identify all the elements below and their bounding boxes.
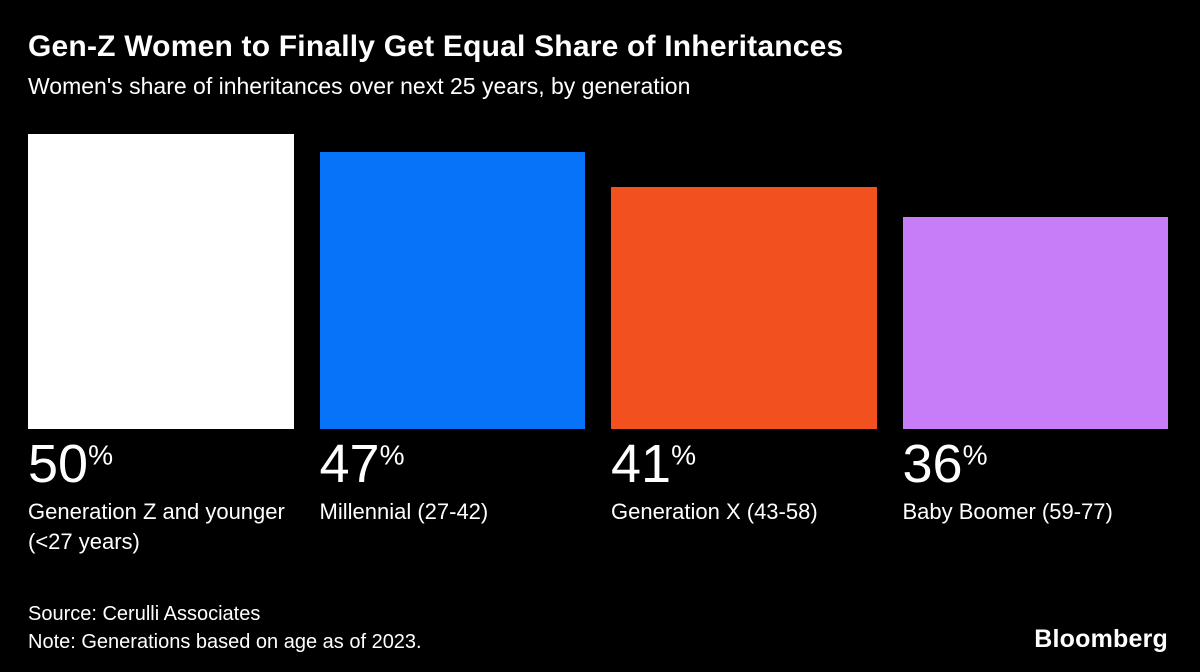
bar-column-genz: 50% Generation Z and younger (<27 years) <box>28 134 294 556</box>
percent-sign: % <box>671 439 697 471</box>
percent-sign: % <box>962 439 988 471</box>
bar-label-millennial: Millennial (27-42) <box>319 499 489 525</box>
bar-column-genx: 41% Generation X (43-58) <box>611 134 877 556</box>
bar-genz <box>28 134 294 430</box>
bar-column-boomer: 36% Baby Boomer (59-77) <box>902 134 1169 556</box>
footer: Source: Cerulli Associates Note: Generat… <box>28 600 1168 656</box>
bar-label-boomer: Baby Boomer (59-77) <box>902 499 1113 525</box>
bar-area <box>28 134 294 430</box>
bar-value-millennial: 47% <box>320 437 586 491</box>
bar-value-genz: 50% <box>28 437 294 491</box>
chart-subtitle: Women's share of inheritances over next … <box>28 72 691 99</box>
value-number: 36 <box>902 434 963 495</box>
value-number: 50 <box>28 434 89 495</box>
chart-title: Gen-Z Women to Finally Get Equal Share o… <box>28 30 844 63</box>
bar-millennial <box>319 151 585 430</box>
bar-label-genz: Generation Z and younger (<27 years) <box>28 499 285 554</box>
bar-area <box>611 134 877 430</box>
bar-boomer <box>902 216 1168 430</box>
footnotes: Source: Cerulli Associates Note: Generat… <box>28 600 422 656</box>
bar-column-millennial: 47% Millennial (27-42) <box>319 134 586 556</box>
percent-sign: % <box>88 439 114 471</box>
bloomberg-wordmark: Bloomberg <box>1034 625 1168 653</box>
source-line: Source: Cerulli Associates <box>28 603 261 625</box>
bar-genx <box>611 187 877 430</box>
bar-area <box>319 134 585 430</box>
value-number: 41 <box>611 434 672 495</box>
bar-label-genx: Generation X (43-58) <box>611 499 818 525</box>
value-number: 47 <box>319 434 380 495</box>
note-line: Note: Generations based on age as of 202… <box>28 631 422 653</box>
bar-chart: 50% Generation Z and younger (<27 years)… <box>28 134 1168 556</box>
bar-value-boomer: 36% <box>903 437 1169 491</box>
bar-value-genx: 41% <box>611 437 877 491</box>
bar-area <box>902 134 1168 430</box>
percent-sign: % <box>379 439 405 471</box>
